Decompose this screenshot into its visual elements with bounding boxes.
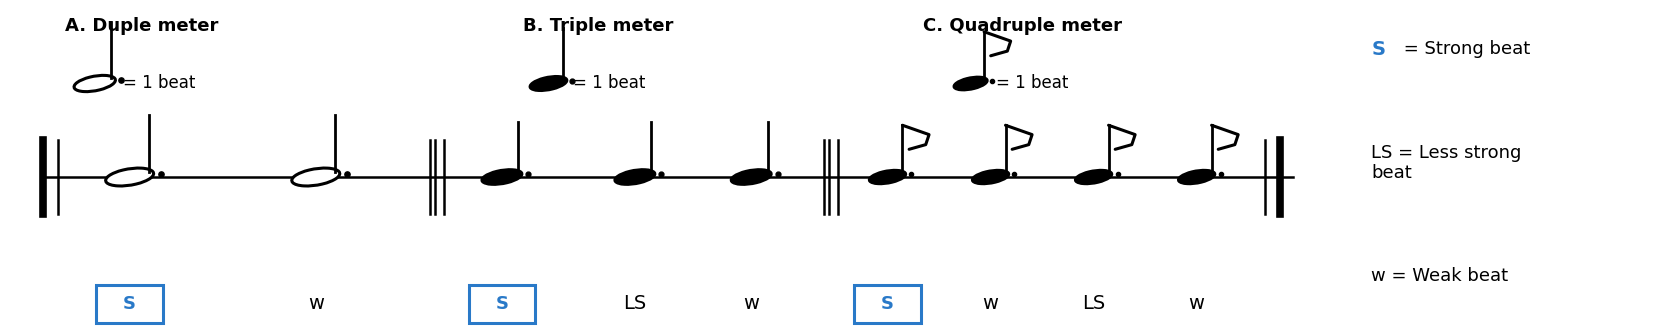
Text: = 1 beat: = 1 beat	[996, 74, 1069, 93]
Ellipse shape	[293, 168, 339, 186]
Text: w: w	[1188, 295, 1205, 313]
Ellipse shape	[615, 169, 655, 185]
Text: = Strong beat: = Strong beat	[1398, 40, 1531, 58]
Ellipse shape	[869, 170, 906, 184]
Ellipse shape	[972, 170, 1009, 184]
Text: w: w	[743, 295, 760, 313]
Text: = 1 beat: = 1 beat	[123, 74, 196, 93]
Text: S: S	[123, 295, 136, 313]
Ellipse shape	[1178, 170, 1215, 184]
Text: LS: LS	[623, 295, 647, 313]
Ellipse shape	[954, 77, 987, 90]
Text: LS: LS	[1082, 295, 1105, 313]
Ellipse shape	[530, 76, 567, 91]
Ellipse shape	[1075, 170, 1112, 184]
FancyBboxPatch shape	[469, 285, 535, 323]
Text: w = Weak beat: w = Weak beat	[1371, 267, 1509, 285]
Ellipse shape	[731, 169, 771, 185]
FancyBboxPatch shape	[854, 285, 921, 323]
Text: B. Triple meter: B. Triple meter	[524, 17, 673, 35]
Text: LS = Less strong
beat: LS = Less strong beat	[1371, 144, 1521, 182]
Text: S: S	[881, 295, 894, 313]
Text: C. Quadruple meter: C. Quadruple meter	[922, 17, 1122, 35]
Ellipse shape	[106, 168, 153, 186]
Text: A. Duple meter: A. Duple meter	[65, 17, 218, 35]
Text: S: S	[1371, 40, 1384, 59]
Text: w: w	[307, 295, 324, 313]
FancyBboxPatch shape	[96, 285, 163, 323]
Text: w: w	[982, 295, 999, 313]
Text: = 1 beat: = 1 beat	[573, 74, 647, 93]
Text: S: S	[495, 295, 509, 313]
Ellipse shape	[482, 169, 522, 185]
Ellipse shape	[75, 75, 115, 92]
